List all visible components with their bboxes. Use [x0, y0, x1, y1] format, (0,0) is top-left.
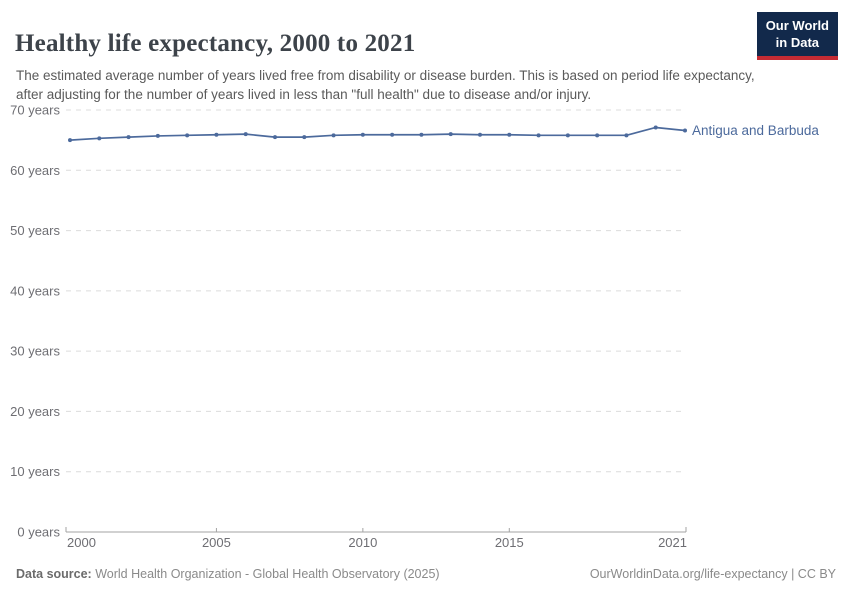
data-source: Data source: World Health Organization -…	[16, 567, 440, 581]
data-point[interactable]	[360, 132, 365, 137]
line-chart[interactable]: 0 years 10 years 20 years 30 years 40 years 5…	[0, 100, 850, 560]
data-point[interactable]	[185, 133, 190, 138]
data-point[interactable]	[683, 128, 687, 133]
x-axis-tick-label: 2010	[348, 535, 377, 550]
chart-area[interactable]: 0 years 10 years 20 years 30 years 40 years 5…	[0, 100, 850, 560]
data-source-label: Data source:	[16, 567, 92, 581]
data-point[interactable]	[565, 133, 570, 138]
page-title: Healthy life expectancy, 2000 to 2021	[15, 29, 416, 57]
data-point[interactable]	[68, 138, 72, 143]
x-axis-tick-label: 2000	[67, 535, 96, 550]
data-point[interactable]	[97, 136, 102, 141]
owid-logo-text-line2: in Data	[775, 34, 820, 50]
data-point[interactable]	[243, 132, 248, 137]
data-source-text: World Health Organization - Global Healt…	[91, 567, 440, 581]
chart-subtitle: The estimated average number of years li…	[16, 67, 755, 103]
y-axis-tick-label: 60 years	[10, 163, 60, 178]
x-axis-tick-label: 2015	[495, 535, 524, 550]
data-point[interactable]	[390, 132, 395, 137]
data-point[interactable]	[507, 132, 512, 137]
data-point[interactable]	[653, 125, 658, 130]
data-point[interactable]	[595, 133, 600, 138]
y-axis-tick-label: 0 years	[17, 525, 60, 540]
y-axis-tick-label: 50 years	[10, 223, 60, 238]
y-axis-tick-label: 70 years	[10, 103, 60, 118]
series-entity-label[interactable]: Antigua and Barbuda	[692, 123, 819, 138]
chart-footer: Data source: World Health Organization -…	[16, 567, 836, 581]
owid-link[interactable]: OurWorldinData.org/life-expectancy | CC …	[589, 567, 836, 581]
data-point[interactable]	[273, 135, 277, 140]
data-point[interactable]	[155, 133, 160, 138]
data-point[interactable]	[536, 133, 541, 138]
x-axis-tick-label: 2021	[658, 535, 687, 550]
y-axis-tick-label: 10 years	[10, 464, 60, 479]
data-point[interactable]	[448, 132, 453, 137]
data-point[interactable]	[331, 133, 336, 138]
data-point[interactable]	[126, 135, 131, 140]
owid-logo-text-line1: Our World	[765, 18, 829, 33]
series-line[interactable]	[69, 126, 686, 141]
y-axis-tick-label: 40 years	[10, 283, 60, 298]
y-axis-tick-label: 20 years	[10, 404, 60, 419]
owid-logo[interactable]: Our World in Data	[756, 12, 838, 60]
data-point[interactable]	[478, 132, 482, 137]
data-point[interactable]	[214, 132, 219, 137]
y-axis-tick-label: 30 years	[10, 344, 60, 359]
data-point[interactable]	[302, 135, 307, 140]
data-point[interactable]	[624, 133, 629, 138]
data-point[interactable]	[419, 132, 424, 137]
x-axis-tick-label: 2005	[202, 535, 231, 550]
